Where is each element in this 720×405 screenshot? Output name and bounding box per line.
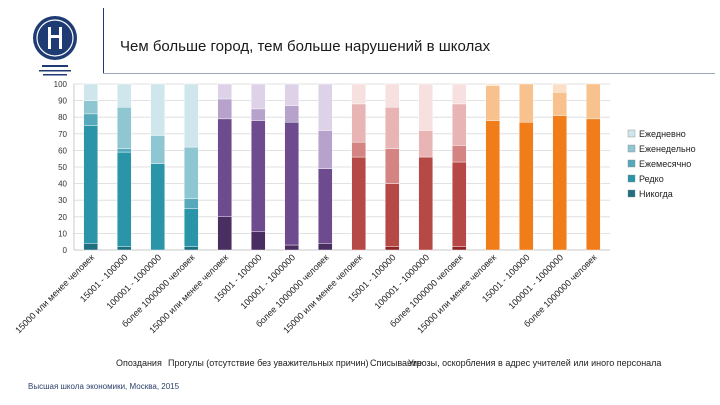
bar-segment — [117, 151, 132, 247]
bar-segment — [452, 145, 467, 163]
bar-segment — [351, 103, 366, 143]
bar-segment — [117, 246, 132, 251]
bar-segment — [251, 231, 266, 251]
bar-segment — [586, 83, 601, 120]
bar-segment — [519, 121, 534, 251]
y-tick-label: 0 — [63, 246, 68, 255]
group-label: Угрозы, оскорбления в адрес учителей или… — [408, 358, 661, 368]
bar-segment — [586, 118, 601, 251]
bar-segment — [83, 113, 98, 126]
bar-segment — [552, 83, 567, 93]
bar-segment — [251, 108, 266, 121]
y-tick-label: 40 — [58, 180, 67, 189]
bar-segment — [452, 246, 467, 251]
bar-segment — [385, 148, 400, 184]
bar-segment — [452, 161, 467, 247]
group-label: Прогулы (отсутствие без уважительных при… — [168, 358, 369, 368]
hse-university-logo-icon — [18, 10, 92, 84]
y-tick-label: 70 — [58, 130, 67, 139]
bar-segment — [184, 198, 199, 209]
y-tick-label: 50 — [58, 163, 67, 172]
y-tick-label: 10 — [58, 229, 67, 238]
bar-segment — [217, 83, 232, 100]
bar-segment — [385, 83, 400, 108]
bar-segment — [552, 115, 567, 251]
bar-segment — [217, 118, 232, 218]
bar-segment — [284, 121, 299, 246]
footer-text: Высшая школа экономики, Москва, 2015 — [28, 382, 180, 391]
bar-segment — [150, 83, 165, 136]
group-label: Списывание — [370, 358, 422, 368]
bar-segment — [418, 83, 433, 131]
bar-segment — [485, 85, 500, 121]
bar-segment — [318, 83, 333, 131]
bar-segment — [418, 130, 433, 158]
bar-segment — [117, 107, 132, 149]
y-tick-label: 90 — [58, 97, 67, 106]
bar-segment — [284, 105, 299, 123]
header-divider — [103, 8, 104, 74]
bar-segment — [251, 83, 266, 110]
bar-segment — [251, 120, 266, 232]
bar-segment — [83, 100, 98, 115]
bar-segment — [351, 156, 366, 251]
page-title: Чем больше город, тем больше нарушений в… — [120, 38, 491, 55]
legend-swatch — [627, 159, 636, 168]
bar-segment — [184, 146, 199, 199]
bar-segment — [117, 148, 132, 153]
bar-segment — [485, 120, 500, 251]
legend-label: Никогда — [639, 189, 673, 199]
bar-segment — [184, 208, 199, 247]
legend-label: Ежедневно — [639, 129, 686, 139]
bar-segment — [552, 92, 567, 116]
legend-swatch — [627, 189, 636, 198]
bar-segment — [318, 168, 333, 244]
bar-segment — [519, 83, 534, 123]
bar-segment — [83, 83, 98, 101]
bar-segment — [217, 98, 232, 120]
title-rule — [103, 73, 715, 74]
y-tick-label: 20 — [58, 213, 67, 222]
y-tick-label: 80 — [58, 113, 67, 122]
legend-label: Редко — [639, 174, 664, 184]
legend-swatch — [627, 174, 636, 183]
bar-segment — [184, 83, 199, 148]
group-label: Опоздания — [116, 358, 162, 368]
bar-segment — [385, 183, 400, 247]
y-tick-label: 60 — [58, 146, 67, 155]
bar-segment — [217, 216, 232, 251]
bar-segment — [184, 246, 199, 251]
bar-segment — [452, 83, 467, 105]
bar-segment — [385, 107, 400, 149]
bar-segment — [318, 130, 333, 169]
bar-segment — [284, 244, 299, 251]
bar-segment — [485, 83, 500, 86]
y-tick-label: 100 — [54, 80, 68, 89]
bar-segment — [83, 243, 98, 251]
bar-segment — [385, 246, 400, 251]
y-tick-label: 30 — [58, 196, 67, 205]
legend-label: Еженедельно — [639, 144, 696, 154]
legend-swatch — [627, 144, 636, 153]
bar-segment — [83, 125, 98, 244]
bar-segment — [452, 103, 467, 146]
bar-segment — [117, 83, 132, 108]
bar-segment — [284, 83, 299, 106]
legend-label: Ежемесячно — [639, 159, 691, 169]
bar-segment — [150, 163, 165, 251]
legend-swatch — [627, 129, 636, 138]
bar-segment — [351, 141, 366, 158]
bar-segment — [351, 83, 366, 105]
bar-segment — [418, 156, 433, 251]
bar-segment — [318, 243, 333, 251]
bar-segment — [150, 135, 165, 164]
